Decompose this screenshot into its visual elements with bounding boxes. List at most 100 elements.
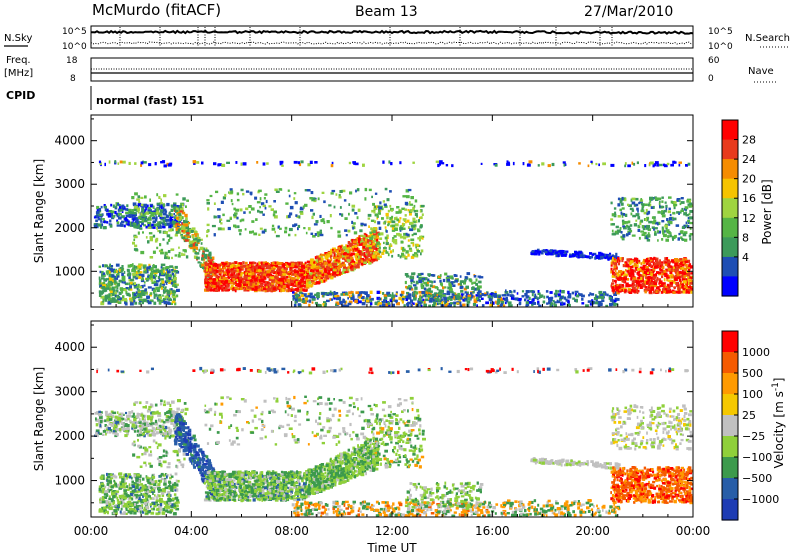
power-cell — [209, 274, 214, 278]
power-cell — [332, 247, 336, 251]
power-cell — [258, 272, 261, 276]
date-title: 27/Mar/2010 — [584, 4, 673, 20]
power-cell — [411, 302, 415, 305]
power-cell — [166, 234, 171, 238]
power-cell — [404, 208, 408, 211]
power-cell — [207, 272, 210, 276]
power-cell — [401, 246, 405, 250]
power-cell — [211, 278, 215, 281]
power-cell — [335, 292, 339, 295]
power-cell — [422, 279, 424, 283]
power-cell — [154, 273, 156, 277]
power-cell — [233, 207, 236, 211]
power-cell — [204, 281, 209, 284]
power-cell — [259, 197, 262, 201]
power-cell — [209, 261, 213, 265]
power-cell — [183, 219, 186, 224]
power-cell — [581, 252, 584, 256]
power-cell — [582, 254, 585, 258]
power-cell — [206, 288, 210, 292]
power-cell — [213, 286, 217, 290]
power-cell — [183, 234, 187, 238]
power-cell — [285, 278, 288, 282]
power-cell — [607, 257, 610, 261]
power-cell — [346, 250, 349, 254]
power-cell — [613, 255, 618, 258]
power-cell — [453, 304, 456, 307]
power-cell — [643, 288, 648, 292]
power-cell — [178, 219, 182, 223]
power-cell — [612, 279, 614, 283]
power-cell — [119, 222, 122, 226]
power-cell — [367, 217, 371, 220]
power-cell — [407, 244, 411, 248]
power-cell — [428, 287, 432, 291]
power-cell — [173, 224, 177, 228]
power-cell — [486, 292, 489, 296]
power-cell — [140, 214, 145, 217]
power-cell — [616, 291, 620, 295]
power-cell — [309, 295, 314, 299]
power-cell — [96, 214, 99, 218]
power-cell — [211, 273, 214, 276]
power-cell — [682, 283, 685, 287]
power-cell — [275, 190, 280, 193]
power-cell — [381, 217, 384, 220]
power-cell — [399, 217, 402, 220]
power-cell — [317, 266, 320, 270]
power-cell — [670, 279, 674, 283]
power-cell — [459, 296, 464, 300]
power-cell — [298, 215, 301, 219]
power-cell — [376, 290, 380, 294]
power-cell — [213, 215, 216, 219]
power-cell — [605, 304, 609, 307]
power-cell — [112, 287, 115, 291]
power-cell — [169, 236, 173, 240]
power-cell — [470, 292, 473, 296]
power-cell — [324, 267, 327, 271]
power-cell — [412, 253, 415, 257]
power-cell — [135, 218, 139, 221]
power-cell — [350, 258, 352, 262]
power-cell — [142, 231, 144, 234]
power-cell — [653, 266, 658, 269]
power-cell — [524, 298, 527, 302]
power-cell — [149, 299, 153, 303]
power-cell — [623, 271, 625, 274]
power-cell — [162, 263, 166, 267]
power-cell — [347, 302, 352, 306]
power-cell — [645, 276, 648, 279]
power-cell — [415, 302, 418, 306]
power-cell — [404, 295, 407, 299]
power-cell — [201, 263, 205, 268]
power-cell — [238, 273, 243, 277]
power-cell — [278, 188, 282, 191]
power-cell — [373, 235, 376, 239]
power-cell — [323, 220, 326, 224]
power-cell — [290, 288, 293, 292]
power-cell — [665, 290, 670, 293]
power-cell — [283, 277, 285, 280]
power-cell — [622, 264, 627, 268]
power-cell — [387, 294, 392, 297]
power-cell — [652, 271, 655, 274]
power-cell — [310, 209, 314, 212]
power-cell — [270, 208, 274, 211]
power-cell — [152, 223, 156, 227]
power-cell — [205, 278, 208, 281]
power-cell — [436, 302, 439, 306]
power-cell — [609, 252, 612, 255]
power-cell — [181, 225, 186, 229]
power-cell — [297, 227, 299, 231]
power-cell — [143, 219, 148, 223]
power-cell — [258, 279, 263, 283]
power-cell — [667, 267, 671, 271]
power-cell — [352, 258, 354, 261]
power-cell — [340, 255, 343, 258]
power-cell — [310, 284, 314, 287]
power-cell — [162, 203, 165, 207]
power-cell — [501, 294, 505, 297]
power-cell — [110, 269, 114, 273]
power-cell — [298, 262, 300, 265]
power-cell — [602, 291, 607, 294]
